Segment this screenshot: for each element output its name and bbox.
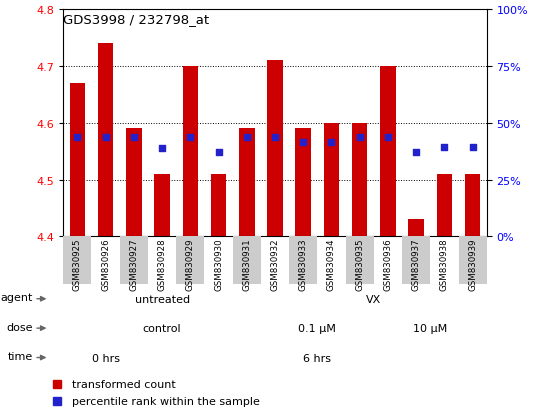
Text: GSM830935: GSM830935 [355, 238, 364, 291]
Point [299, 139, 307, 145]
Text: 10 μM: 10 μM [413, 323, 447, 333]
Text: GSM830926: GSM830926 [101, 238, 110, 291]
Bar [98, 44, 113, 237]
Text: GSM830925: GSM830925 [73, 238, 82, 291]
Point [271, 134, 279, 141]
Text: transformed count: transformed count [72, 379, 175, 389]
Bar [324, 123, 339, 237]
Bar [409, 220, 424, 237]
Text: agent: agent [1, 293, 33, 303]
Bar [120, 237, 148, 284]
Bar [267, 61, 283, 237]
Point [73, 134, 82, 141]
Text: GSM830928: GSM830928 [157, 238, 167, 291]
Bar [70, 84, 85, 237]
Bar [345, 237, 374, 284]
Text: GSM830931: GSM830931 [242, 238, 251, 291]
Bar [289, 237, 317, 284]
Text: percentile rank within the sample: percentile rank within the sample [72, 396, 260, 406]
Point [468, 144, 477, 151]
Text: GSM830929: GSM830929 [186, 238, 195, 290]
Bar [233, 237, 261, 284]
Bar [63, 237, 91, 284]
Bar [183, 67, 198, 237]
Text: control: control [143, 323, 182, 333]
Text: VX: VX [366, 294, 382, 304]
Bar [126, 129, 141, 237]
Bar [239, 129, 255, 237]
Text: GSM830927: GSM830927 [129, 238, 139, 291]
Text: 0 hrs: 0 hrs [92, 353, 119, 363]
Point [243, 134, 251, 141]
Text: dose: dose [7, 322, 33, 332]
Bar [155, 174, 170, 237]
Bar [211, 174, 226, 237]
Point [327, 139, 336, 145]
Bar [295, 129, 311, 237]
Bar [437, 174, 452, 237]
Text: time: time [8, 351, 33, 361]
Point [383, 134, 392, 141]
Text: GSM830936: GSM830936 [383, 238, 393, 291]
Point [129, 134, 138, 141]
Point [101, 134, 110, 141]
Point [214, 150, 223, 156]
Bar [402, 237, 430, 284]
Bar [176, 237, 205, 284]
Text: GSM830933: GSM830933 [299, 238, 308, 291]
Point [355, 134, 364, 141]
Point [440, 144, 449, 151]
Text: GSM830932: GSM830932 [271, 238, 279, 291]
Bar [352, 123, 367, 237]
Text: 0.1 μM: 0.1 μM [299, 323, 336, 333]
Text: GSM830934: GSM830934 [327, 238, 336, 291]
Text: GDS3998 / 232798_at: GDS3998 / 232798_at [63, 13, 210, 26]
Point [412, 150, 421, 156]
Bar [380, 67, 395, 237]
Bar [459, 237, 487, 284]
Text: GSM830930: GSM830930 [214, 238, 223, 291]
Text: GSM830938: GSM830938 [440, 238, 449, 291]
Text: untreated: untreated [135, 294, 190, 304]
Point [158, 146, 167, 152]
Point [186, 134, 195, 141]
Text: GSM830937: GSM830937 [411, 238, 421, 291]
Text: GSM830939: GSM830939 [468, 238, 477, 290]
Bar [465, 174, 480, 237]
Text: 6 hrs: 6 hrs [304, 353, 331, 363]
